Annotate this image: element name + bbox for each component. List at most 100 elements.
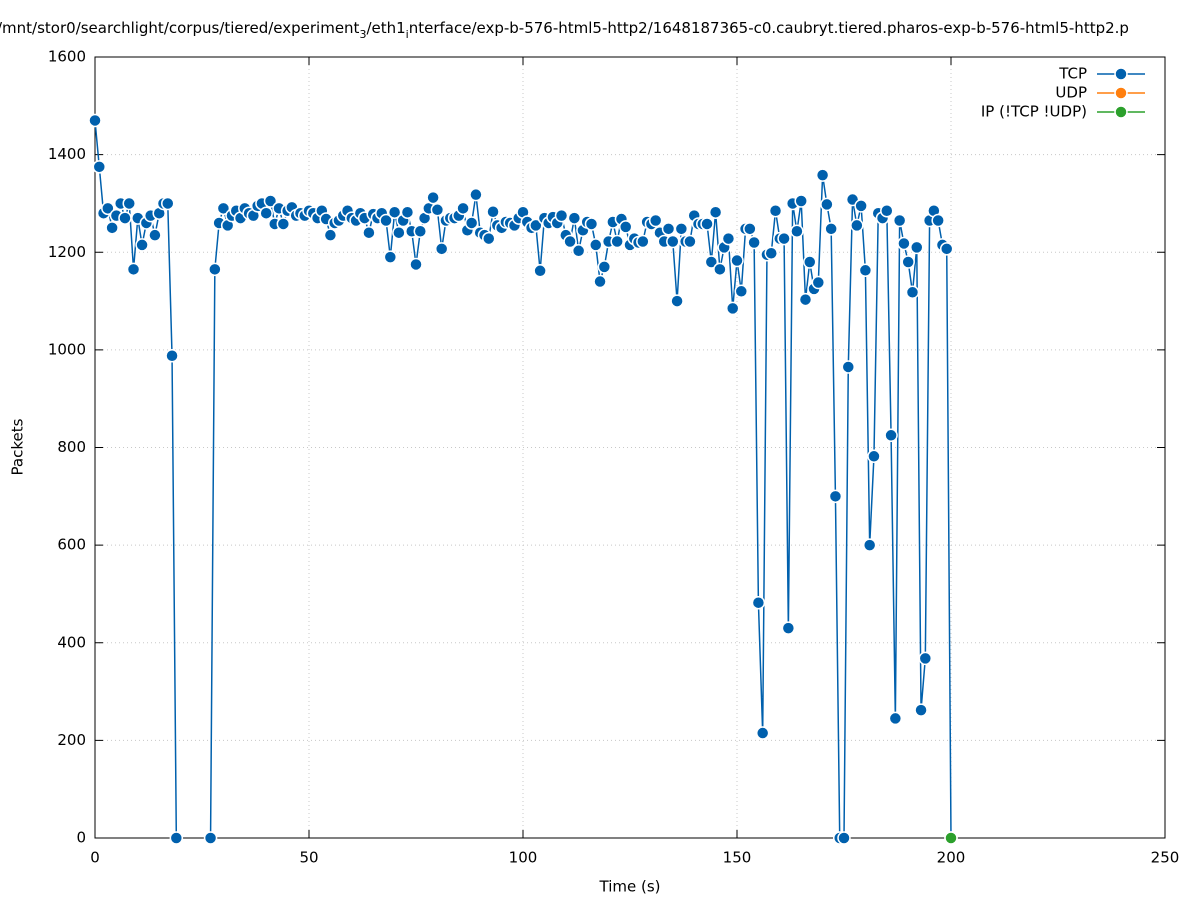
legend-swatch: [1114, 67, 1128, 81]
data-point: [584, 217, 599, 231]
legend-label: UDP: [1055, 84, 1087, 102]
data-point: [554, 208, 569, 223]
data-point: [734, 284, 749, 299]
data-point: [764, 246, 778, 260]
data-point: [430, 203, 445, 217]
data-point: [323, 228, 338, 242]
data-point: [276, 217, 291, 231]
data-point: [169, 831, 184, 845]
data-point: [794, 194, 808, 208]
y-axis-label: Packets: [9, 418, 27, 475]
data-point: [392, 225, 406, 240]
data-point: [148, 228, 162, 242]
x-tick-label: 0: [90, 849, 100, 867]
y-tick-label: 200: [57, 731, 86, 749]
data-point: [820, 197, 834, 212]
data-point: [571, 244, 586, 258]
data-point: [755, 726, 770, 740]
data-point: [434, 242, 449, 256]
data-point: [259, 206, 273, 220]
data-point: [901, 255, 915, 269]
data-point: [798, 292, 813, 307]
data-point: [897, 236, 911, 251]
data-point: [751, 595, 766, 610]
data-point: [811, 275, 826, 290]
data-point: [862, 538, 877, 552]
data-point: [165, 348, 179, 363]
y-tick-label: 800: [57, 438, 86, 456]
legend-label: TCP: [1058, 65, 1087, 83]
y-tick-label: 600: [57, 536, 86, 554]
data-point: [914, 703, 928, 717]
data-point: [888, 711, 903, 726]
data-point: [790, 224, 804, 239]
y-tick-label: 400: [57, 633, 86, 651]
data-point: [92, 160, 107, 174]
legend-swatch: [1114, 105, 1128, 119]
data-point: [118, 211, 132, 225]
data-point: [730, 253, 744, 268]
legend-swatch: [1114, 86, 1128, 100]
data-point: [721, 231, 736, 246]
data-point: [683, 234, 697, 249]
data-point: [781, 621, 796, 635]
x-tick-label: 100: [509, 849, 538, 867]
data-point: [892, 213, 907, 228]
data-point: [126, 262, 141, 277]
y-tick-label: 1200: [48, 243, 86, 261]
x-tick-label: 200: [937, 849, 966, 867]
data-point: [713, 262, 727, 277]
data-point: [413, 224, 428, 239]
y-tick-label: 0: [76, 829, 86, 847]
chart-title: /mnt/stor0/searchlight/corpus/tiered/exp…: [0, 19, 1129, 41]
data-point: [700, 217, 714, 231]
data-point: [837, 831, 851, 845]
data-point: [944, 831, 958, 845]
data-point: [648, 213, 663, 228]
data-point: [529, 218, 543, 233]
data-point: [400, 205, 415, 219]
data-point: [589, 238, 603, 252]
y-tick-label: 1000: [48, 340, 86, 358]
data-point: [939, 242, 954, 256]
data-point: [208, 262, 222, 277]
data-point: [469, 187, 483, 202]
data-point: [105, 221, 119, 235]
data-point: [618, 220, 633, 234]
legend-label: IP (!TCP !UDP): [981, 103, 1087, 121]
data-point: [824, 222, 838, 236]
data-point: [815, 168, 830, 182]
data-point: [88, 113, 102, 128]
data-point: [533, 264, 547, 278]
data-point: [674, 222, 689, 236]
data-point: [135, 238, 149, 252]
data-point: [747, 235, 761, 250]
data-point: [867, 449, 881, 464]
data-point: [216, 201, 231, 216]
data-point: [161, 196, 175, 211]
data-point: [884, 428, 898, 443]
x-tick-label: 150: [723, 849, 752, 867]
data-point: [850, 218, 864, 233]
data-point: [905, 285, 920, 300]
data-point: [486, 204, 500, 219]
data-point: [743, 222, 757, 236]
data-point: [768, 204, 783, 218]
data-point: [567, 211, 582, 225]
data-point: [593, 274, 607, 289]
data-point: [931, 213, 945, 228]
data-point: [362, 225, 376, 240]
data-point: [409, 257, 423, 272]
x-tick-label: 250: [1151, 849, 1180, 867]
data-point: [426, 190, 440, 205]
data-point: [456, 201, 470, 216]
data-point: [610, 234, 624, 249]
data-point: [880, 204, 894, 218]
x-axis-label: Time (s): [599, 878, 661, 896]
data-point: [858, 263, 873, 278]
data-point: [122, 196, 136, 211]
data-point: [708, 205, 723, 219]
data-point: [725, 301, 740, 316]
data-point: [563, 234, 577, 249]
